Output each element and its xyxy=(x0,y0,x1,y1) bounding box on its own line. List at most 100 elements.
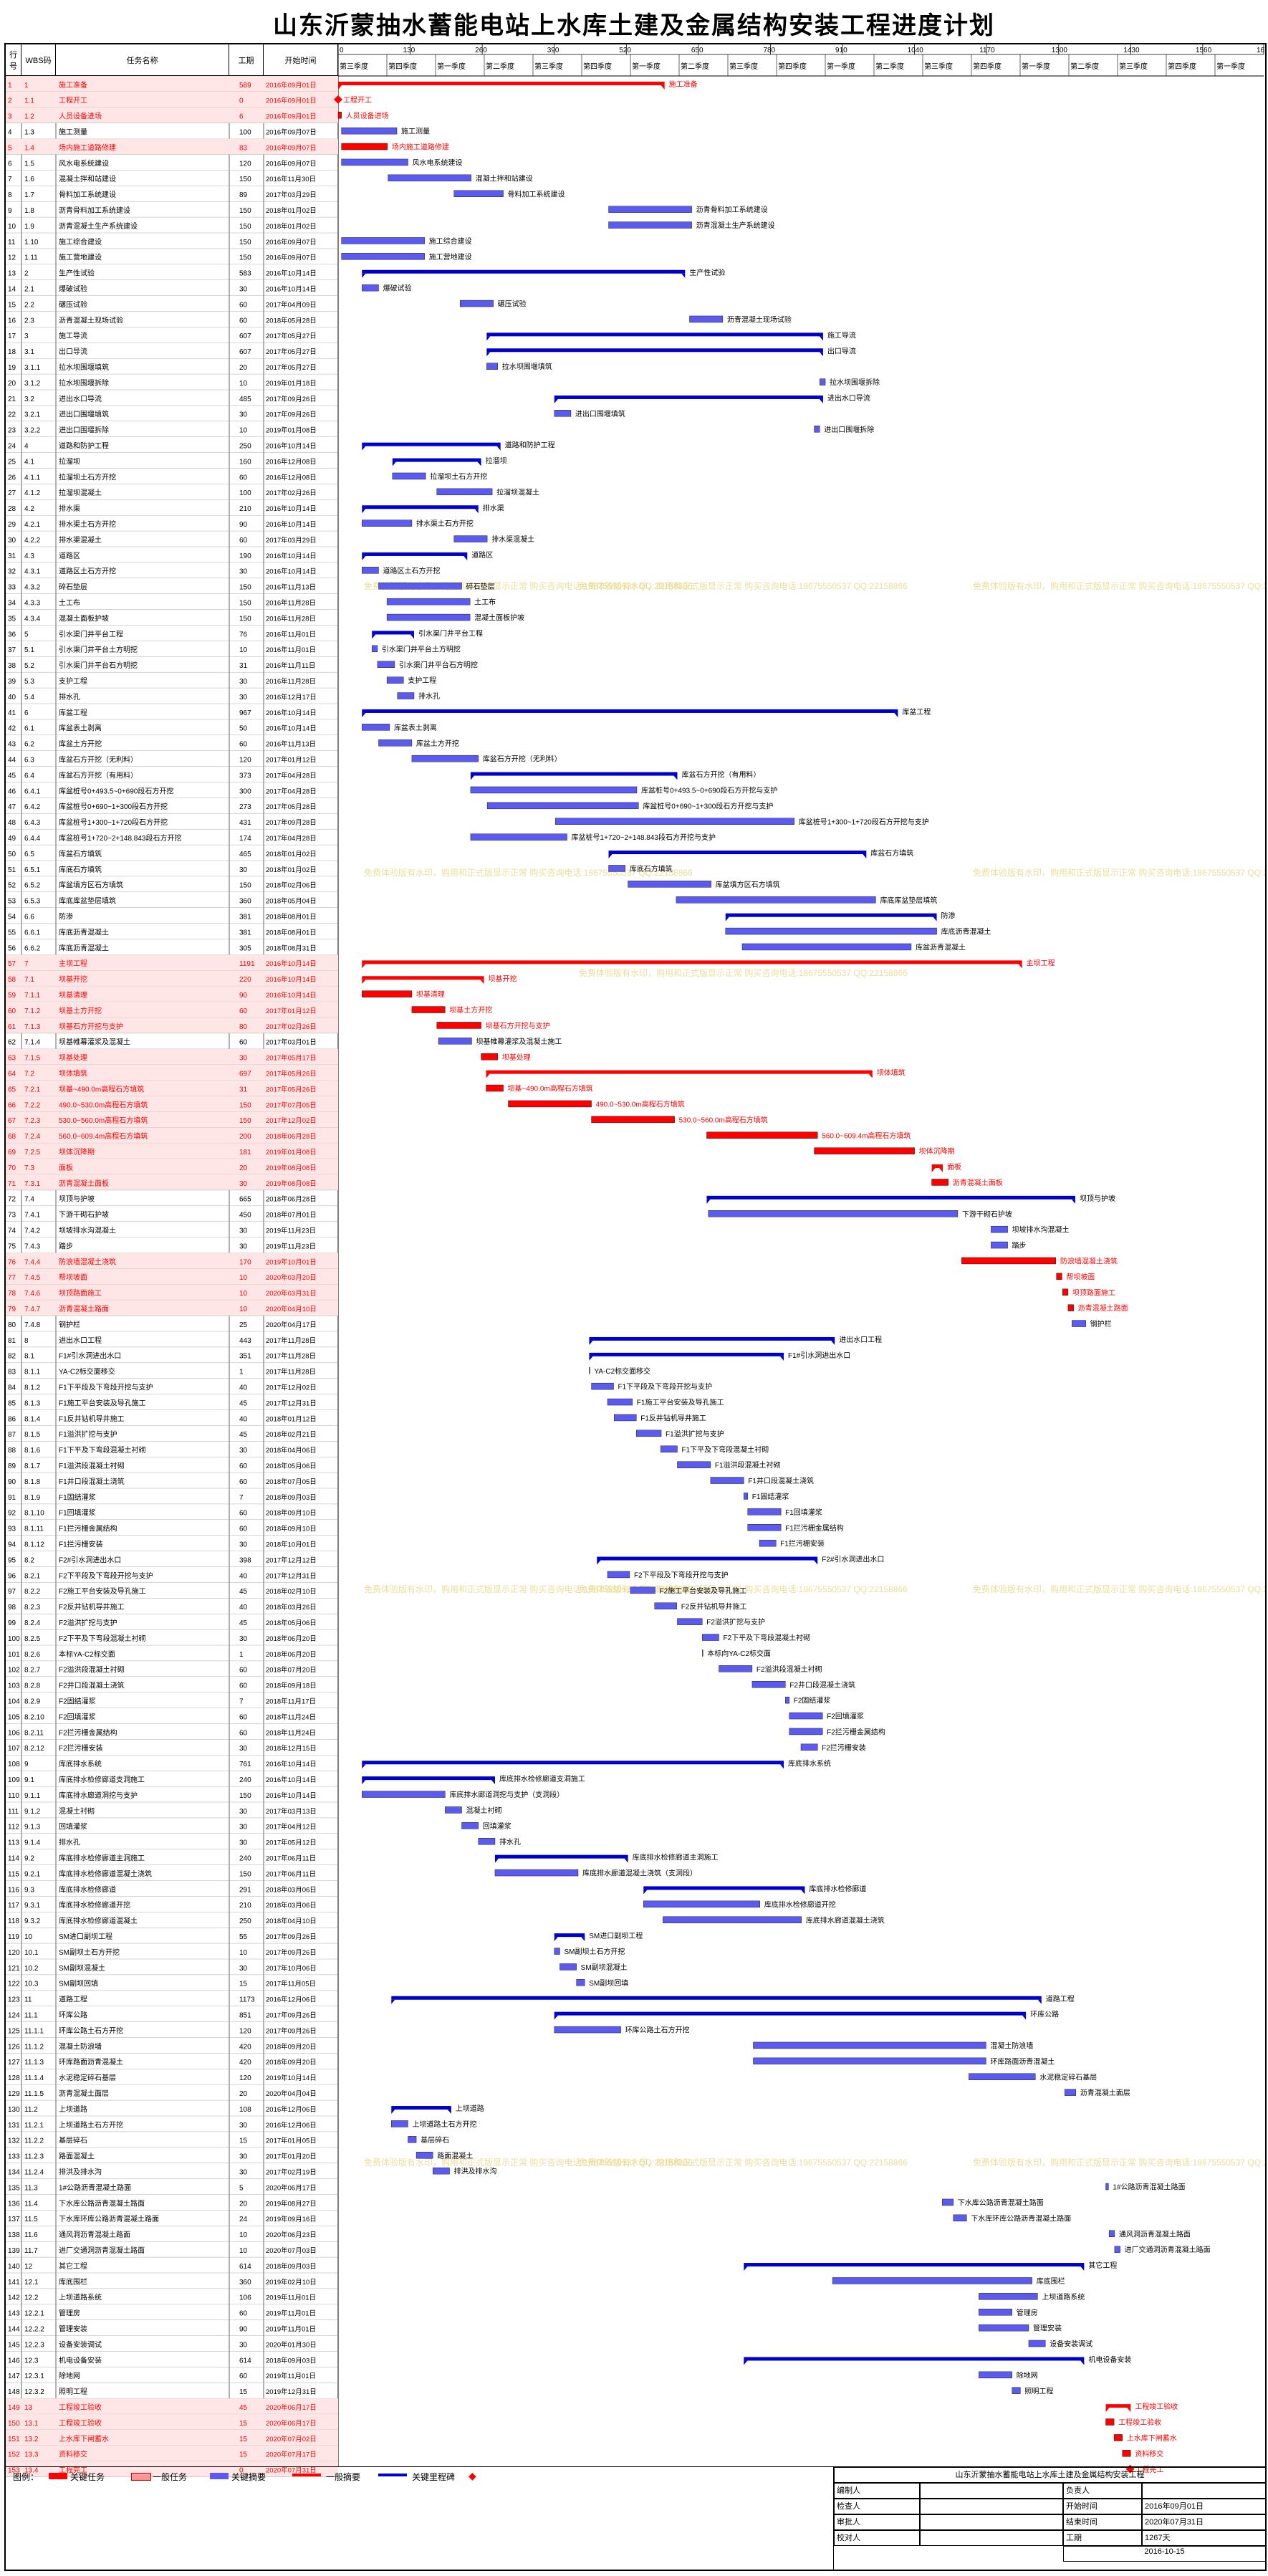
row-task-name: 下游干砌石护坡 xyxy=(59,1210,109,1220)
summary-start-cap xyxy=(589,1340,593,1345)
row-seq: 120 xyxy=(8,1949,20,1957)
gantt-bar xyxy=(663,1916,802,1923)
row-wbs: 11.7 xyxy=(24,2247,38,2255)
gantt-bar-label: F1#引水洞进出水口 xyxy=(788,1351,850,1360)
row-seq: 32 xyxy=(8,568,16,576)
gantt-bar-label: 库盆表土剥离 xyxy=(394,723,437,732)
row-start-date: 2016年10月14日 xyxy=(266,269,317,278)
row-task-name: 道路区土石方开挖 xyxy=(59,567,116,576)
row-duration: 30 xyxy=(239,1808,248,1816)
critical-row-shade xyxy=(6,1284,338,1301)
row-wbs: 11.1.3 xyxy=(24,2059,44,2067)
row-seq: 129 xyxy=(8,2090,20,2098)
row-start-date: 2018年09月03日 xyxy=(266,2262,317,2271)
row-wbs: 9.2.1 xyxy=(24,1870,41,1878)
row-seq: 132 xyxy=(8,2137,20,2145)
quarter-label: 第四季度 xyxy=(973,62,1002,71)
summary-end-cap xyxy=(1127,2408,1131,2413)
row-task-name: 施工导流 xyxy=(59,331,87,340)
row-wbs: 4.2.2 xyxy=(24,537,41,545)
row-start-date: 2016年09月07日 xyxy=(266,238,317,246)
critical-row-shade xyxy=(6,1080,338,1096)
row-wbs: 13.4 xyxy=(24,2467,39,2475)
row-duration: 398 xyxy=(239,1556,251,1564)
row-seq: 89 xyxy=(8,1462,16,1470)
row-duration: 300 xyxy=(239,787,251,795)
gantt-bar-label: 资料移交 xyxy=(1135,2449,1163,2458)
row-duration: 291 xyxy=(239,1886,251,1894)
row-start-date: 2020年07月17日 xyxy=(266,2451,317,2459)
gantt-bar xyxy=(785,1696,789,1704)
gantt-bar-label: 沥青混凝土生产系统建设 xyxy=(696,221,775,230)
timeline-tick-label: 130 xyxy=(403,47,416,54)
row-task-name: 沥青骨料加工系统建设 xyxy=(59,206,130,215)
gantt-bar-label: F1拦污栅金属结构 xyxy=(785,1523,844,1533)
row-seq: 92 xyxy=(8,1510,16,1518)
row-start-date: 2016年09月01日 xyxy=(266,112,317,121)
gantt-summary-bar xyxy=(744,2357,1085,2361)
row-task-name: 排水孔 xyxy=(59,1838,80,1847)
gantt-bar xyxy=(386,613,471,621)
quarter-label: 第一季度 xyxy=(1216,62,1245,71)
row-duration: 40 xyxy=(239,1604,248,1612)
row-duration: 174 xyxy=(239,835,251,843)
row-seq: 57 xyxy=(8,960,16,968)
summary-end-cap xyxy=(894,712,898,717)
row-duration: 150 xyxy=(239,882,251,890)
summary-end-cap xyxy=(464,555,468,560)
watermark-text: 免费体验版有水印，购用和正式版显示正常 购买咨询电话:18675550537 Q… xyxy=(579,967,908,978)
critical-row-shade xyxy=(6,986,338,1002)
gantt-bar-label: 面板 xyxy=(947,1162,961,1172)
gantt-bar-label: 库盆桩号1+720~2+148.843段石方开挖与支护 xyxy=(572,833,716,842)
row-seq: 115 xyxy=(8,1870,19,1878)
gantt-bar-label: 库底沥青混凝土 xyxy=(941,927,991,937)
row-wbs: 7.1 xyxy=(24,976,34,984)
gantt-bar-label: 排洪及排水沟 xyxy=(454,2167,497,2176)
gantt-bar-label: 拉溜坝土石方开挖 xyxy=(430,471,487,481)
row-seq: 151 xyxy=(8,2436,20,2443)
gantt-bar xyxy=(388,174,471,182)
gantt-bar-label: 水泥稳定碎石基层 xyxy=(1039,2072,1097,2082)
row-duration: 240 xyxy=(239,1776,251,1784)
gantt-bar-label: 钢护栏 xyxy=(1090,1319,1112,1328)
gantt-bar-label: 库底排水廊道混凝土浇筑（支洞段） xyxy=(582,1869,697,1878)
row-seq: 96 xyxy=(8,1572,16,1580)
legend-crit-summary-label: 关键摘要 xyxy=(231,2472,266,2482)
row-duration: 60 xyxy=(239,1729,248,1737)
row-seq: 116 xyxy=(8,1886,19,1894)
gantt-bar xyxy=(741,943,912,951)
gantt-bar xyxy=(341,237,425,244)
row-task-name: 水泥稳定碎石基层 xyxy=(59,2073,116,2082)
gantt-bar xyxy=(744,1493,748,1500)
row-duration: 5 xyxy=(239,2184,244,2192)
row-wbs: 6.2 xyxy=(24,741,34,749)
row-wbs: 7.4.5 xyxy=(24,1274,41,1282)
row-wbs: 7.1.2 xyxy=(24,1007,41,1015)
row-start-date: 2018年05月06日 xyxy=(266,1619,317,1627)
row-task-name: 拉水坝围堰拆除 xyxy=(59,378,109,388)
summary-start-cap xyxy=(362,980,366,985)
row-seq: 102 xyxy=(8,1667,20,1675)
row-duration: 10 xyxy=(239,2247,248,2255)
row-seq: 17 xyxy=(8,332,16,340)
row-task-name: 库盆石方开挖（无利料） xyxy=(59,755,138,764)
gantt-bar-label: 进出口围堰填筑 xyxy=(575,409,625,418)
row-task-name: F1施工平台安装及导孔施工 xyxy=(59,1398,146,1407)
row-seq: 135 xyxy=(8,2184,20,2192)
row-wbs: 8.2.6 xyxy=(24,1651,41,1659)
row-task-name: 碾压试验 xyxy=(59,300,87,309)
gantt-summary-bar xyxy=(725,913,937,917)
legend-normal-swatch xyxy=(131,2473,151,2481)
row-start-date: 2017年12月31日 xyxy=(266,1571,317,1580)
row-task-name: F2溢洪扩挖与支护 xyxy=(59,1618,117,1627)
row-seq: 44 xyxy=(8,756,16,764)
summary-end-cap xyxy=(480,980,484,985)
row-task-name: 下水库环库公路沥青混凝土路面 xyxy=(59,2214,159,2223)
row-start-date: 2017年09月26日 xyxy=(266,1933,317,1941)
gantt-bar xyxy=(341,127,398,135)
quarter-label: 第四季度 xyxy=(388,62,417,71)
summary-end-cap xyxy=(477,461,481,466)
gantt-bar xyxy=(1067,1304,1074,1311)
row-task-name: 道路区 xyxy=(59,551,80,560)
row-duration: 150 xyxy=(239,1117,251,1125)
